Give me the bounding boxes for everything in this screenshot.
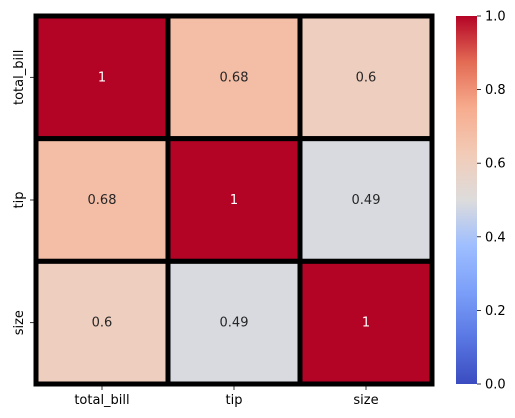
colorbar-tick-label: 0.4	[485, 230, 506, 245]
cell-label: 0.68	[88, 193, 117, 208]
x-tick-label: size	[353, 393, 378, 408]
colorbar-tick-label: 0.2	[485, 304, 506, 319]
heatmap-cells: 1 0.68 0.6 0.68 1 0.49 0.6 0.49 1	[33, 13, 435, 387]
cell-label: 0.68	[220, 70, 249, 85]
cell-label: 1	[230, 193, 238, 208]
y-tick-label: size	[12, 310, 27, 335]
colorbar-axis: 0.0 0.2 0.4 0.6 0.8 1.0	[477, 10, 506, 393]
cell-label: 0.6	[356, 70, 377, 85]
cell-label: 1	[362, 316, 370, 331]
colorbar	[456, 16, 477, 384]
colorbar-tick-label: 0.6	[485, 157, 506, 172]
colorbar-tick-label: 1.0	[485, 10, 506, 25]
x-axis: total_bill tip size	[74, 386, 379, 408]
cell-label: 0.49	[220, 316, 249, 331]
heatmap-cell	[165, 258, 303, 387]
cell-label: 1	[98, 70, 106, 85]
cell-label: 0.6	[92, 316, 113, 331]
x-tick-label: tip	[226, 393, 243, 408]
cell-label: 0.49	[352, 193, 381, 208]
heatmap-frame	[33, 13, 435, 387]
colorbar-tick-label: 0.8	[485, 83, 506, 98]
x-tick-label: total_bill	[74, 393, 129, 408]
heatmap-cell	[297, 136, 435, 264]
colorbar-tick-label: 0.0	[485, 378, 506, 393]
y-tick-label: tip	[12, 192, 27, 209]
y-tick-label: total_bill	[12, 50, 27, 105]
